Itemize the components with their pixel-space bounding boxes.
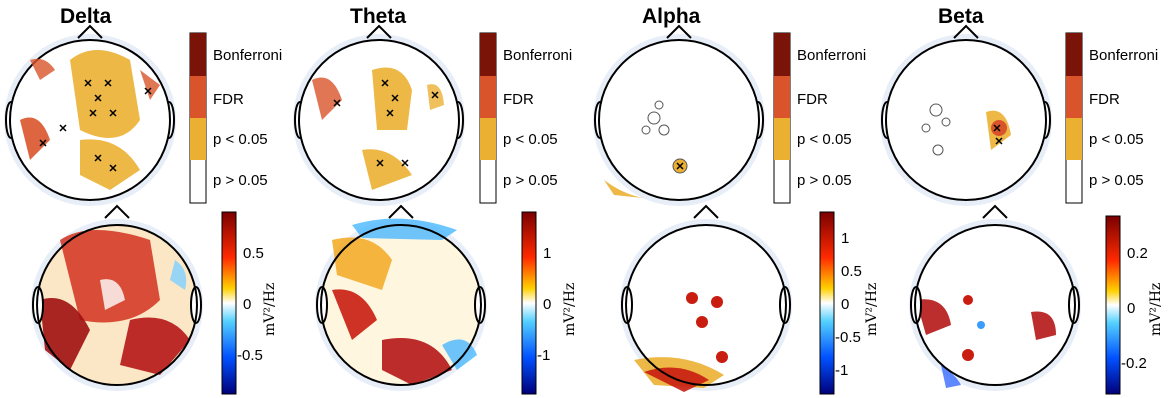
band-title: Beta <box>938 5 984 28</box>
legend-p-greater: p > 0.05 <box>1089 172 1144 189</box>
alpha-maps <box>593 24 835 395</box>
legend-p-less: p < 0.05 <box>503 131 558 148</box>
panel-beta: Beta <box>876 0 1168 398</box>
legend-fdr: FDR <box>797 91 828 108</box>
tick-label: -1 <box>835 362 849 379</box>
band-title: Theta <box>350 5 407 28</box>
theta-maps <box>293 24 537 395</box>
legend-p-less: p < 0.05 <box>797 131 852 148</box>
tick-label: 1 <box>841 230 850 247</box>
legend-fdr: FDR <box>1089 91 1120 108</box>
legend-p-greater: p > 0.05 <box>503 172 558 189</box>
panel-theta: Theta <box>292 0 584 398</box>
unit-label: mV²/Hz <box>562 282 578 336</box>
tick-label: 0 <box>543 296 552 313</box>
tick-label: 0 <box>841 296 850 313</box>
legend-p-greater: p > 0.05 <box>213 172 268 189</box>
legend-fdr: FDR <box>213 91 244 108</box>
legend-bonferroni: Bonferroni <box>1089 47 1159 64</box>
legend-bonferroni: Bonferroni <box>503 47 573 64</box>
legend-fdr: FDR <box>503 91 534 108</box>
beta-maps <box>880 24 1121 395</box>
band-title: Delta <box>60 5 112 28</box>
legend-bonferroni: Bonferroni <box>213 47 283 64</box>
band-title: Alpha <box>642 5 701 28</box>
unit-label: mV²/Hz <box>262 282 278 336</box>
tick-label: -0.5 <box>835 329 861 346</box>
legend-p-greater: p > 0.05 <box>797 172 852 189</box>
tick-label: 0.2 <box>1127 245 1148 262</box>
tick-label: 0.5 <box>841 263 862 280</box>
legend-p-less: p < 0.05 <box>1089 131 1144 148</box>
panel-delta: Delta <box>0 0 292 398</box>
tick-label: -1 <box>537 347 551 364</box>
panel-alpha: Alpha <box>584 0 880 398</box>
tick-label: 1 <box>543 245 552 262</box>
tick-label: 0 <box>1127 300 1136 317</box>
tick-label: -0.5 <box>237 347 263 364</box>
tick-label: 0 <box>243 296 252 313</box>
tick-label: 0.5 <box>243 245 264 262</box>
legend-bonferroni: Bonferroni <box>797 47 867 64</box>
legend-p-less: p < 0.05 <box>213 131 268 148</box>
unit-label: mV²/Hz <box>1148 282 1164 336</box>
delta-maps <box>4 24 237 395</box>
tick-label: -0.2 <box>1121 355 1147 372</box>
